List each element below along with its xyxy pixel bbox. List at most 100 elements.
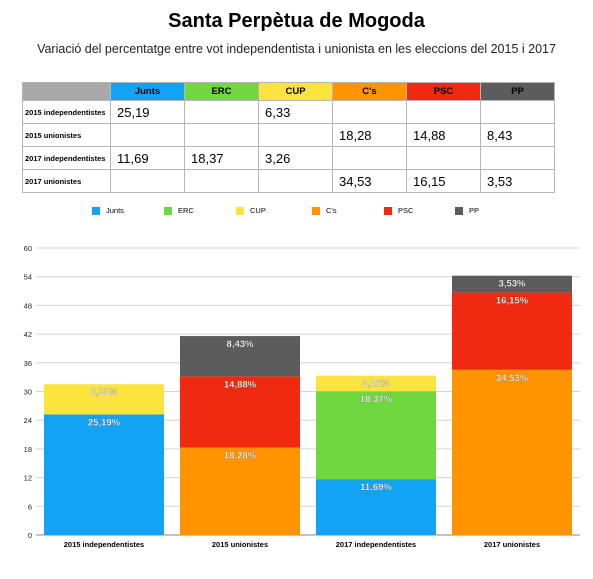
data-label: 14,88% bbox=[224, 379, 257, 390]
table-cell: 3,26 bbox=[258, 146, 333, 170]
legend-item: PP bbox=[455, 206, 479, 215]
y-tick-label: 36 bbox=[24, 359, 32, 368]
table-cell: 11,69 bbox=[110, 146, 185, 170]
table-cell bbox=[258, 169, 333, 193]
table-header-erc: ERC bbox=[184, 82, 259, 101]
bar-segment bbox=[180, 447, 300, 535]
table-header-pp: PP bbox=[480, 82, 555, 101]
table-row: 2017 independentistes 11,69 18,37 3,26 bbox=[22, 146, 555, 170]
table-cell: 16,15 bbox=[406, 169, 481, 193]
table-cell: 34,53 bbox=[332, 169, 407, 193]
bar-segment bbox=[180, 376, 300, 448]
y-tick-label: 60 bbox=[24, 244, 32, 253]
data-label: 6,33% bbox=[91, 387, 118, 398]
bar-segment bbox=[452, 369, 572, 535]
legend-swatch bbox=[384, 206, 392, 215]
y-tick-label: 24 bbox=[24, 416, 32, 425]
table-cell bbox=[480, 100, 555, 124]
bar-segment bbox=[44, 414, 164, 535]
data-label: 16,15% bbox=[496, 296, 529, 307]
legend-label: Junts bbox=[106, 206, 124, 215]
x-tick-label: 2017 independentistes bbox=[336, 540, 416, 549]
table-cell bbox=[184, 169, 259, 193]
table-row: 2015 unionistes 18,28 14,88 8,43 bbox=[22, 123, 555, 147]
bar-segment bbox=[452, 292, 572, 370]
table-cell: 25,19 bbox=[110, 100, 185, 124]
table-row: 2017 unionistes 34,53 16,15 3,53 bbox=[22, 169, 555, 193]
y-tick-label: 0 bbox=[28, 531, 32, 540]
y-tick-label: 42 bbox=[24, 330, 32, 339]
table-row-label: 2017 unionistes bbox=[22, 169, 111, 193]
legend-swatch bbox=[92, 206, 100, 215]
table-header-row: Junts ERC CUP C's PSC PP bbox=[22, 82, 555, 101]
table-row: 2015 independentistes 25,19 6,33 bbox=[22, 100, 555, 124]
data-label: 11,69% bbox=[360, 482, 392, 493]
bar-segment bbox=[44, 384, 164, 415]
data-label: 34,53% bbox=[496, 373, 529, 384]
legend-swatch bbox=[312, 206, 320, 215]
table-cell bbox=[184, 100, 259, 124]
x-tick-label: 2017 unionistes bbox=[484, 540, 540, 549]
x-tick-label: 2015 independentistes bbox=[64, 540, 144, 549]
table-cell: 14,88 bbox=[406, 123, 481, 147]
table-cell bbox=[332, 100, 407, 124]
y-tick-label: 54 bbox=[24, 273, 32, 282]
table-cell: 18,28 bbox=[332, 123, 407, 147]
table-row-label: 2017 independentistes bbox=[22, 146, 111, 170]
y-tick-label: 18 bbox=[24, 445, 32, 454]
table-header-psc: PSC bbox=[406, 82, 481, 101]
table-cell bbox=[406, 146, 481, 170]
data-table: Junts ERC CUP C's PSC PP 2015 independen… bbox=[22, 82, 555, 193]
legend-item: Junts bbox=[92, 206, 124, 215]
data-label: 18,28% bbox=[224, 451, 257, 462]
table-header-cs: C's bbox=[332, 82, 407, 101]
data-label: 3,53% bbox=[499, 279, 526, 290]
table-cell bbox=[480, 146, 555, 170]
table-cell bbox=[110, 169, 185, 193]
table-cell bbox=[332, 146, 407, 170]
bar-segment bbox=[316, 391, 436, 480]
table-cell: 6,33 bbox=[258, 100, 333, 124]
legend-label: CUP bbox=[250, 206, 266, 215]
x-tick-label: 2015 unionistes bbox=[212, 540, 268, 549]
chart-title: Santa Perpètua de Mogoda bbox=[168, 10, 425, 32]
table-cell: 8,43 bbox=[480, 123, 555, 147]
chart-legend: Junts ERC CUP C's PSC PP bbox=[0, 206, 593, 218]
y-tick-label: 6 bbox=[28, 502, 32, 511]
table-cell bbox=[110, 123, 185, 147]
table-header-cup: CUP bbox=[258, 82, 333, 101]
table-cell: 18,37 bbox=[184, 146, 259, 170]
data-label: 25,19% bbox=[88, 418, 121, 429]
table-header-junts: Junts bbox=[110, 82, 185, 101]
table-cell bbox=[184, 123, 259, 147]
data-label: 3,26% bbox=[363, 379, 390, 390]
bar-segment bbox=[316, 479, 436, 535]
bar-segment bbox=[452, 275, 572, 293]
legend-item: C's bbox=[312, 206, 337, 215]
stacked-bar-chart: 0 6 12 18 24 30 36 42 48 54 60 25,19% 6,33% 2015 inde… bbox=[24, 244, 580, 549]
table-row-label: 2015 independentistes bbox=[22, 100, 111, 124]
legend-item: CUP bbox=[236, 206, 266, 215]
legend-item: PSC bbox=[384, 206, 413, 215]
y-tick-label: 12 bbox=[24, 474, 32, 483]
table-cell: 3,53 bbox=[480, 169, 555, 193]
data-label: 18,37% bbox=[360, 394, 393, 405]
bar-segment bbox=[316, 375, 436, 392]
legend-label: PSC bbox=[398, 206, 414, 215]
legend-swatch bbox=[455, 206, 463, 215]
legend-swatch bbox=[236, 206, 244, 215]
legend-label: C's bbox=[326, 206, 337, 215]
y-tick-label: 30 bbox=[24, 388, 32, 397]
table-cell bbox=[258, 123, 333, 147]
legend-item: ERC bbox=[164, 206, 194, 215]
chart-subtitle: Variació del percentatge entre vot indep… bbox=[37, 42, 556, 56]
table-row-label: 2015 unionistes bbox=[22, 123, 111, 147]
table-cell bbox=[406, 100, 481, 124]
data-label: 8,43% bbox=[227, 339, 254, 350]
legend-label: PP bbox=[469, 206, 480, 215]
legend-label: ERC bbox=[178, 206, 194, 215]
table-corner-cell bbox=[22, 82, 111, 101]
y-tick-label: 48 bbox=[24, 301, 32, 310]
bar-segment bbox=[180, 336, 300, 377]
legend-swatch bbox=[164, 206, 172, 215]
